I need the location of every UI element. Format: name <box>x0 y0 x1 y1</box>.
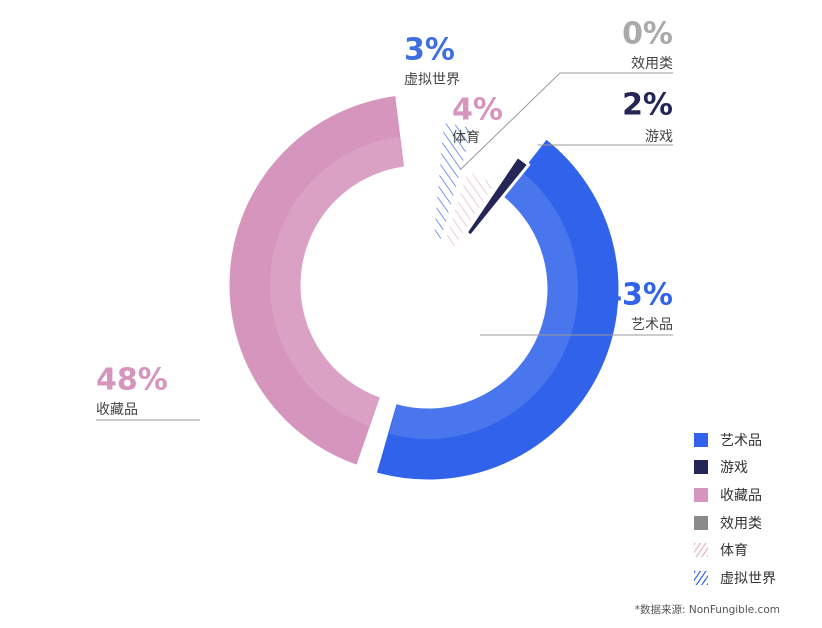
legend-item-collectibles: 收藏品 <box>694 481 776 509</box>
legend-label-art: 艺术品 <box>720 432 762 449</box>
data-label-cat-sports: 体育 <box>452 130 480 146</box>
slice-games <box>464 154 531 238</box>
legend-item-games: 游戏 <box>694 454 776 482</box>
legend-swatch-collectibles <box>694 487 708 502</box>
slice-inner-band-art <box>389 172 579 440</box>
legend-label-collectibles: 收藏品 <box>720 487 762 504</box>
data-label-pct-collectibles: 48% <box>96 363 168 398</box>
source-note: *数据来源: NonFungible.com <box>634 604 780 616</box>
data-label-pct-virtual-world: 3% <box>404 33 455 68</box>
legend-swatch-games <box>694 460 708 475</box>
slice-sports <box>441 168 498 251</box>
data-label-cat-utility: 效用类 <box>631 56 673 72</box>
leader-line-utility <box>459 72 673 171</box>
legend-label-sports: 体育 <box>720 543 748 560</box>
legend-swatch-utility <box>694 515 708 530</box>
legend-swatch-art <box>694 432 708 447</box>
legend-item-virtual-world: 虚拟世界 <box>694 564 776 592</box>
data-label-cat-art: 艺术品 <box>631 317 673 333</box>
slice-inner-band-collectibles <box>270 136 404 426</box>
legend-label-utility: 效用类 <box>720 515 762 532</box>
legend-item-sports: 体育 <box>694 536 776 564</box>
legend-label-games: 游戏 <box>720 460 748 477</box>
data-label-pct-sports: 4% <box>452 93 503 128</box>
legend-swatch-sports <box>694 543 708 558</box>
legend-item-art: 艺术品 <box>694 426 776 454</box>
data-label-cat-games: 游戏 <box>645 129 673 145</box>
slice-art <box>373 136 622 483</box>
slice-virtual-world <box>430 120 476 243</box>
data-label-pct-utility: 0% <box>622 17 673 52</box>
data-label-pct-games: 2% <box>622 88 673 123</box>
data-label-cat-virtual-world: 虚拟世界 <box>404 72 460 88</box>
legend-label-virtual-world: 虚拟世界 <box>720 570 776 587</box>
data-label-cat-collectibles: 收藏品 <box>96 402 138 418</box>
legend-item-utility: 效用类 <box>694 509 776 537</box>
slice-collectibles <box>226 92 408 469</box>
legend-swatch-virtual-world <box>694 570 708 585</box>
legend: 艺术品游戏收藏品效用类体育虚拟世界 <box>694 426 776 592</box>
data-label-pct-art: 43% <box>601 278 673 313</box>
